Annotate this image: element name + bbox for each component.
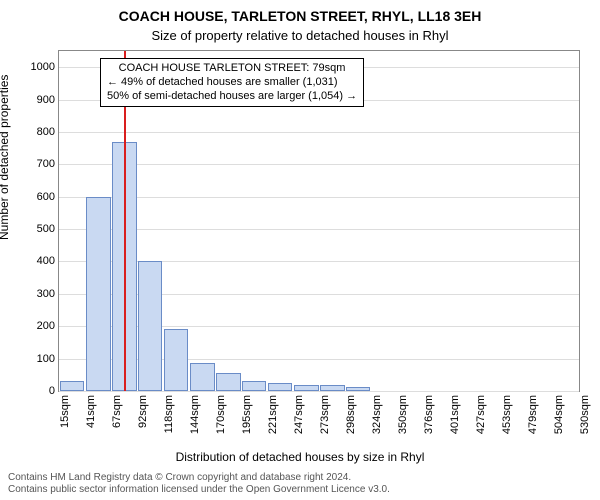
x-tick-label: 92sqm	[137, 395, 149, 428]
histogram-bar	[294, 385, 319, 391]
histogram-bar	[268, 383, 293, 391]
histogram-bar	[190, 363, 215, 391]
x-tick-label: 221sqm	[267, 395, 279, 434]
x-tick-label: 247sqm	[293, 395, 305, 434]
x-tick-label: 453sqm	[501, 395, 513, 434]
gridline	[59, 132, 579, 133]
x-tick-label: 195sqm	[241, 395, 253, 434]
footer-attribution: Contains HM Land Registry data © Crown c…	[8, 472, 390, 496]
y-tick-label: 600	[37, 191, 59, 203]
x-tick-label: 298sqm	[345, 395, 357, 434]
histogram-bar	[60, 381, 85, 391]
chart-title: COACH HOUSE, TARLETON STREET, RHYL, LL18…	[0, 8, 600, 24]
histogram-bar	[346, 387, 371, 391]
footer-line: Contains public sector information licen…	[8, 484, 390, 496]
x-tick-label: 530sqm	[579, 395, 591, 434]
y-axis-label: Number of detached properties	[0, 75, 11, 240]
annotation-line: ← 49% of detached houses are smaller (1,…	[107, 76, 357, 90]
gridline	[59, 229, 579, 230]
x-tick-label: 350sqm	[397, 395, 409, 434]
annotation-line: COACH HOUSE TARLETON STREET: 79sqm	[107, 62, 357, 76]
annotation-line: 50% of semi-detached houses are larger (…	[107, 90, 357, 104]
x-tick-label: 401sqm	[449, 395, 461, 434]
gridline	[59, 197, 579, 198]
y-tick-label: 1000	[31, 61, 59, 73]
y-tick-label: 0	[49, 385, 59, 397]
x-tick-label: 118sqm	[163, 395, 175, 433]
y-tick-label: 100	[37, 353, 59, 365]
y-tick-label: 900	[37, 94, 59, 106]
y-tick-label: 800	[37, 126, 59, 138]
gridline	[59, 391, 579, 392]
x-tick-label: 144sqm	[189, 395, 201, 434]
x-tick-label: 273sqm	[319, 395, 331, 434]
x-tick-label: 15sqm	[59, 395, 71, 428]
footer-line: Contains HM Land Registry data © Crown c…	[8, 472, 390, 484]
histogram-bar	[320, 385, 345, 391]
x-tick-label: 41sqm	[85, 395, 97, 428]
x-tick-label: 324sqm	[371, 395, 383, 434]
x-axis-label: Distribution of detached houses by size …	[0, 450, 600, 464]
histogram-bar	[138, 261, 163, 391]
gridline	[59, 164, 579, 165]
x-tick-label: 67sqm	[111, 395, 123, 428]
histogram-bar	[216, 373, 241, 391]
x-tick-label: 504sqm	[553, 395, 565, 434]
y-tick-label: 200	[37, 320, 59, 332]
y-tick-label: 300	[37, 288, 59, 300]
x-tick-label: 427sqm	[475, 395, 487, 434]
x-tick-label: 376sqm	[423, 395, 435, 434]
x-tick-label: 479sqm	[527, 395, 539, 434]
histogram-bar	[86, 197, 111, 391]
histogram-bar	[164, 329, 189, 391]
y-tick-label: 400	[37, 255, 59, 267]
y-tick-label: 500	[37, 223, 59, 235]
histogram-bar	[242, 381, 267, 391]
x-tick-label: 170sqm	[215, 395, 227, 434]
annotation-box: COACH HOUSE TARLETON STREET: 79sqm← 49% …	[100, 58, 364, 107]
y-tick-label: 700	[37, 158, 59, 170]
chart-subtitle: Size of property relative to detached ho…	[0, 28, 600, 43]
